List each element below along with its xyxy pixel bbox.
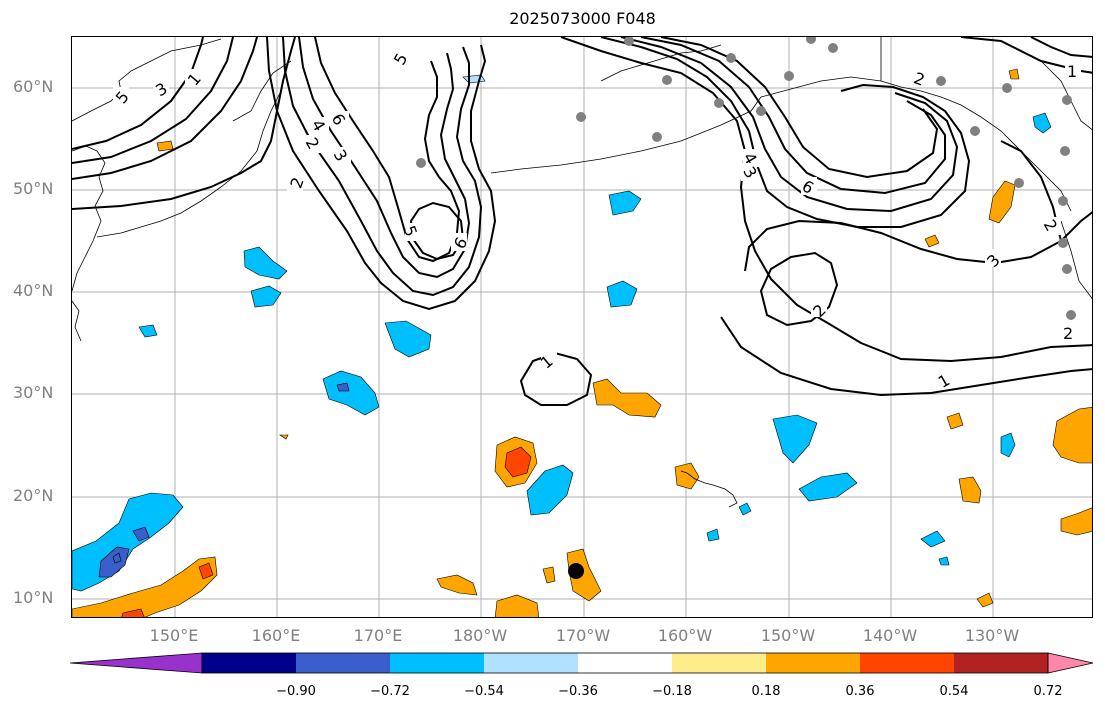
lat-label-30n: 30°N: [13, 383, 54, 402]
colorbar-cell: [202, 653, 297, 673]
lat-label-10n: 10°N: [13, 588, 54, 607]
lon-label-170w: 170°W: [555, 626, 611, 645]
lat-label-20n: 20°N: [13, 486, 54, 505]
contour-lines: [72, 37, 1092, 406]
colorbar-cell: [672, 653, 767, 673]
colorbar-cell: [390, 653, 485, 673]
map-svg: 1 2 1 2 3 6 4 3 1 6 5 5 2 6 3 4 2 1 3: [72, 37, 1092, 617]
colorbar-tick-label: −0.90: [276, 684, 316, 699]
colorbar-extend-min: [70, 652, 203, 674]
negative-anomaly-areas: [72, 74, 1052, 592]
colorbar-cell: [578, 653, 673, 673]
lon-label-140w: 140°W: [862, 626, 918, 645]
colorbar-outline: [201, 652, 1049, 674]
colorbar-extend-max: [1047, 652, 1094, 674]
lon-label-160e: 160°E: [251, 626, 301, 645]
black-marker: [568, 563, 584, 579]
colorbar-tick-label: 0.72: [1033, 684, 1063, 699]
colorbar-cell: [954, 653, 1049, 673]
station-markers: [416, 37, 1076, 320]
colorbar-cell: [296, 653, 391, 673]
colorbar-tick-label: −0.18: [652, 684, 692, 699]
gridlines: [72, 37, 1092, 617]
lon-label-180w: 180°W: [452, 626, 508, 645]
lon-label-160w: 160°W: [657, 626, 713, 645]
colorbar-tick-label: −0.72: [370, 684, 410, 699]
colorbar-tick-label: 0.18: [751, 684, 781, 699]
contour-label: 2: [1063, 324, 1073, 343]
colorbar: [70, 652, 1094, 674]
contour-label: 1: [1067, 62, 1077, 81]
lat-label-40n: 40°N: [13, 281, 54, 300]
lat-label-60n: 60°N: [13, 77, 54, 96]
lon-label-150e: 150°E: [149, 626, 199, 645]
colorbar-tick-label: 0.54: [939, 684, 969, 699]
colorbar-tick-label: −0.36: [558, 684, 598, 699]
colorbar-tick-label: −0.54: [464, 684, 504, 699]
positive-anomaly-areas: [72, 68, 1092, 617]
map-panel[interactable]: 1 2 1 2 3 6 4 3 1 6 5 5 2 6 3 4 2 1 3: [71, 36, 1093, 618]
colorbar-cell: [766, 653, 861, 673]
map-title: 2025073000 F048: [509, 9, 656, 28]
lon-label-170e: 170°E: [353, 626, 403, 645]
contour-label-group: 1 2 1 2 3 6 4 3 1 6 5 5 2 6 3 4 2 1 3: [112, 49, 1081, 392]
lat-label-50n: 50°N: [13, 179, 54, 198]
colorbar-tick-label: 0.36: [845, 684, 875, 699]
colorbar-cell: [860, 653, 955, 673]
lon-label-130w: 130°W: [964, 626, 1020, 645]
lon-label-150w: 150°W: [760, 626, 816, 645]
colorbar-cell: [484, 653, 579, 673]
